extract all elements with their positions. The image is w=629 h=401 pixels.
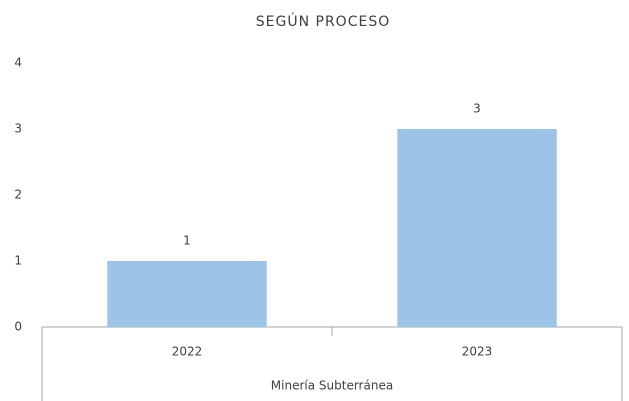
data-label: 3: [473, 102, 481, 116]
y-tick-label: 4: [14, 56, 22, 70]
data-label: 1: [183, 234, 191, 248]
bar: [397, 129, 557, 327]
x-tick-label: 2022: [172, 345, 203, 359]
group-label: Minería Subterránea: [271, 379, 393, 393]
y-tick-label: 3: [14, 122, 22, 136]
bar: [107, 261, 267, 327]
x-tick-label: 2023: [462, 345, 493, 359]
y-tick-label: 0: [14, 320, 22, 334]
y-tick-label: 1: [14, 254, 22, 268]
chart-title: SEGÚN PROCESO: [256, 12, 390, 30]
y-tick-label: 2: [14, 188, 22, 202]
